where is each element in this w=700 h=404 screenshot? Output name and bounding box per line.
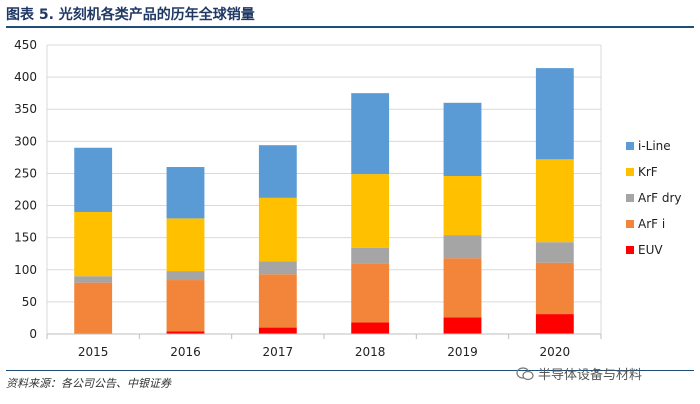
- x-tick-label: 2018: [355, 345, 386, 359]
- bar-segment-euv: [535, 314, 574, 334]
- y-tick-label: 100: [14, 263, 37, 277]
- bar-segment-i-line: [74, 147, 113, 212]
- bar-segment-arf-i: [74, 282, 113, 334]
- legend: i-Line KrF ArF dry ArF i EUV: [626, 139, 682, 257]
- bar-segment-euv: [166, 331, 205, 334]
- bar-segment-krf: [74, 211, 113, 277]
- x-tick-label: 2017: [263, 345, 294, 359]
- watermark-text: 半导体设备与材料: [538, 368, 643, 383]
- x-tick-label: 2016: [170, 345, 201, 359]
- bar-segment-krf: [258, 197, 297, 262]
- y-tick-label: 350: [14, 102, 37, 116]
- legend-swatch: [626, 246, 634, 254]
- bar-segment-i-line: [166, 167, 205, 219]
- legend-label: ArF i: [638, 217, 665, 231]
- bar-segment-krf: [166, 218, 205, 272]
- bar-segment-euv: [258, 327, 297, 334]
- legend-label: EUV: [638, 243, 663, 257]
- x-axis: [46, 333, 602, 339]
- source-note: 资料来源：各公司公告、中银证券: [6, 377, 171, 390]
- y-tick-labels: 0 50 100 150 200 250 300 350 400 450: [14, 38, 37, 341]
- figure-title: 图表 5. 光刻机各类产品的历年全球销量: [6, 7, 255, 23]
- footer-rule: [6, 370, 694, 371]
- y-tick-label: 250: [14, 166, 37, 180]
- grid-lines: [46, 44, 602, 334]
- bar-segment-arf-dry: [258, 261, 297, 275]
- bar-segment-arf-dry: [535, 242, 574, 263]
- legend-label: KrF: [638, 165, 658, 179]
- bar-segment-krf: [351, 174, 390, 248]
- bar-segment-arf-i: [535, 262, 574, 315]
- bar-segment-krf: [535, 159, 574, 243]
- bar-segment-arf-dry: [443, 235, 482, 259]
- bars: [74, 68, 574, 334]
- legend-swatch: [626, 220, 634, 228]
- bar-segment-arf-dry: [166, 271, 205, 281]
- bar-segment-i-line: [258, 145, 297, 198]
- watermark: 半导体设备与材料: [516, 364, 642, 383]
- y-tick-label: 200: [14, 199, 37, 213]
- legend-label: i-Line: [638, 139, 671, 153]
- y-tick-label: 450: [14, 38, 37, 52]
- x-tick-label: 2019: [447, 345, 478, 359]
- chat-bubble-icon: [516, 366, 534, 380]
- y-tick-label: 400: [14, 70, 37, 84]
- legend-swatch: [626, 194, 634, 202]
- y-tick-label: 50: [22, 295, 37, 309]
- x-tick-labels: 2015 2016 2017 2018 2019 2020: [78, 345, 570, 359]
- bar-segment-euv: [351, 322, 390, 334]
- legend-swatch: [626, 142, 634, 150]
- y-tick-label: 0: [29, 327, 37, 341]
- y-tick-label: 150: [14, 231, 37, 245]
- legend-label: ArF dry: [638, 191, 682, 205]
- title-rule: [6, 26, 694, 28]
- legend-swatch: [626, 168, 634, 176]
- bar-segment-arf-i: [166, 280, 205, 332]
- bar-segment-arf-dry: [351, 247, 390, 264]
- bar-segment-euv: [443, 317, 482, 334]
- y-tick-label: 300: [14, 134, 37, 148]
- bar-segment-arf-i: [258, 274, 297, 328]
- bar-segment-arf-dry: [74, 276, 113, 283]
- bar-segment-i-line: [443, 102, 482, 177]
- x-tick-label: 2015: [78, 345, 109, 359]
- bar-segment-i-line: [535, 68, 574, 160]
- bar-segment-krf: [443, 176, 482, 236]
- x-tick-label: 2020: [540, 345, 571, 359]
- bar-segment-arf-i: [351, 263, 390, 323]
- bar-segment-i-line: [351, 93, 390, 175]
- bar-segment-arf-i: [443, 258, 482, 318]
